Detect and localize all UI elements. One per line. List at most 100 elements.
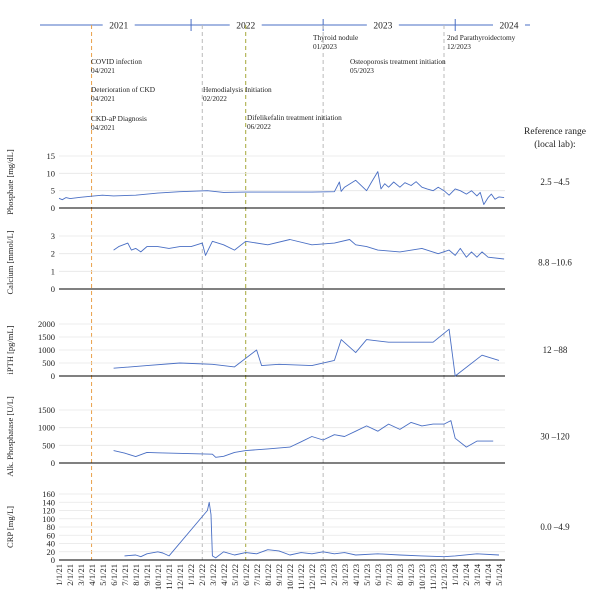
y-axis-label: Phosphate [mg/dL] [5, 149, 15, 215]
event-label: Thyroid nodule [313, 33, 358, 42]
x-tick-label: 8/1/21 [131, 564, 141, 586]
series-line [113, 420, 494, 458]
x-tick-label: 2/1/23 [329, 564, 339, 586]
series-line [113, 239, 505, 260]
timeline-year-bg [366, 18, 399, 31]
event-label: Difelikefalin treatment initiation [247, 113, 342, 122]
x-tick-label: 12/1/23 [439, 564, 449, 590]
x-tick-label: 1/1/24 [450, 563, 460, 585]
reference-range-value: 12 –88 [543, 345, 568, 355]
series-line [124, 501, 500, 559]
x-tick-label: 4/1/24 [483, 563, 493, 585]
y-tick-label: 1500 [38, 405, 55, 415]
y-tick-label: 1000 [38, 423, 55, 433]
y-tick-label: 500 [42, 358, 55, 368]
y-tick-label: 20 [47, 547, 56, 557]
x-tick-label: 1/1/21 [54, 564, 64, 586]
x-tick-label: 6/1/23 [373, 564, 383, 586]
reference-range-value: 2.5 –4.5 [540, 177, 570, 187]
y-tick-label: 5 [51, 186, 55, 196]
series-line [58, 171, 505, 205]
timeline-year-bg [493, 18, 525, 31]
event-label: Hemodialysis Initiation [203, 85, 272, 94]
x-tick-label: 9/1/23 [406, 564, 416, 586]
event-date: 04/2021 [91, 123, 115, 132]
y-tick-label: 1 [51, 266, 55, 276]
x-tick-label: 5/1/23 [362, 564, 372, 586]
x-tick-label: 1/1/23 [318, 564, 328, 586]
x-tick-label: 6/1/22 [241, 564, 251, 586]
y-axis-label: iPTH [pg/mL] [5, 325, 15, 374]
y-tick-label: 15 [47, 151, 56, 161]
panel: 0 500 1000 1500 2000 iPTH [pg/mL] 12 –88 [5, 319, 568, 381]
y-tick-label: 500 [42, 440, 55, 450]
timeline-year-label: 2024 [500, 22, 519, 32]
y-tick-label: 100 [42, 514, 55, 524]
y-tick-label: 80 [47, 522, 56, 532]
y-tick-label: 2 [51, 249, 55, 259]
y-tick-label: 2000 [38, 319, 55, 329]
lab-panels: 0 5 10 15 Phosphate [mg/dL] 2.5 –4.5 0 1 2 3 Calci… [5, 149, 572, 565]
timeline-year-label: 2023 [373, 22, 392, 32]
x-tick-label: 1/1/22 [186, 564, 196, 586]
x-tick-label: 3/1/22 [208, 564, 218, 586]
reference-range-value: 0.0 –4.9 [540, 522, 570, 532]
event-date: 04/2021 [91, 94, 115, 103]
panel: 0 500 1000 1500 Alk. Phosphatase [U/L] 30 –12… [5, 396, 570, 477]
y-tick-label: 1000 [38, 345, 55, 355]
x-tick-label: 4/1/22 [219, 564, 229, 586]
y-tick-label: 1500 [38, 332, 55, 342]
reference-range-header-line2: (local lab): [534, 139, 575, 150]
x-tick-label: 11/1/23 [428, 564, 438, 590]
reference-range-value: 8.8 –10.6 [538, 258, 572, 268]
x-tick-label: 7/1/22 [252, 564, 262, 586]
x-tick-label: 3/1/24 [472, 563, 482, 585]
reference-range-header: Reference range [524, 126, 586, 137]
event-date: 02/2022 [203, 94, 227, 103]
panel: 0 5 10 15 Phosphate [mg/dL] 2.5 –4.5 [5, 149, 570, 215]
reference-range-value: 30 –120 [540, 432, 570, 442]
y-tick-label: 40 [47, 539, 56, 549]
y-axis-label: Calcium [mmol/L] [5, 230, 15, 294]
x-tick-label: 6/1/21 [109, 564, 119, 586]
event-label: 2nd Parathyroidectomy [447, 33, 516, 42]
panel: 0 1 2 3 Calcium [mmol/L] 8.8 –10.6 [5, 230, 572, 294]
y-tick-label: 140 [42, 497, 55, 507]
y-tick-label: 3 [51, 231, 55, 241]
x-tick-label: 2/1/22 [197, 564, 207, 586]
event-label: COVID infection [91, 57, 142, 66]
x-tick-label: 7/1/21 [120, 564, 130, 586]
y-tick-label: 0 [51, 284, 55, 294]
y-axis-label: Alk. Phosphatase [U/L] [5, 396, 15, 477]
event-label: Deterioration of CKD [91, 85, 155, 94]
x-tick-label: 5/1/24 [494, 563, 504, 585]
y-tick-label: 0 [51, 203, 55, 213]
y-tick-label: 60 [47, 530, 56, 540]
x-tick-label: 12/1/22 [307, 564, 317, 590]
timeline-bar: 2021 2022 2023 2024 [40, 18, 530, 32]
x-tick-label: 10/1/22 [285, 564, 295, 590]
x-axis-date-ticks: 1/1/21 2/1/21 3/1/21 4/1/21 5/1/21 6/1/21 7/1/… [54, 563, 504, 590]
x-tick-label: 2/1/24 [461, 563, 471, 585]
x-tick-label: 5/1/21 [98, 564, 108, 586]
x-tick-label: 3/1/23 [340, 564, 350, 586]
x-tick-label: 3/1/21 [76, 564, 86, 586]
x-tick-label: 2/1/21 [65, 564, 75, 586]
y-tick-label: 120 [42, 506, 55, 516]
x-tick-label: 5/1/22 [230, 564, 240, 586]
event-date: 12/2023 [447, 42, 471, 51]
event-date: 04/2021 [91, 66, 115, 75]
series-line [113, 328, 500, 377]
x-tick-label: 4/1/23 [351, 564, 361, 586]
event-label: CKD-aP Diagnosis [91, 114, 147, 123]
event-lines [91, 25, 445, 560]
event-date: 05/2023 [350, 66, 374, 75]
timeline-year-bg [102, 18, 135, 31]
x-tick-label: 4/1/21 [87, 564, 97, 586]
timeline-year-label: 2021 [109, 22, 128, 32]
x-tick-label: 11/1/21 [164, 564, 174, 590]
event-date: 01/2023 [313, 42, 337, 51]
x-tick-label: 8/1/23 [395, 564, 405, 586]
x-tick-label: 8/1/22 [263, 564, 273, 586]
x-tick-label: 10/1/23 [417, 564, 427, 590]
